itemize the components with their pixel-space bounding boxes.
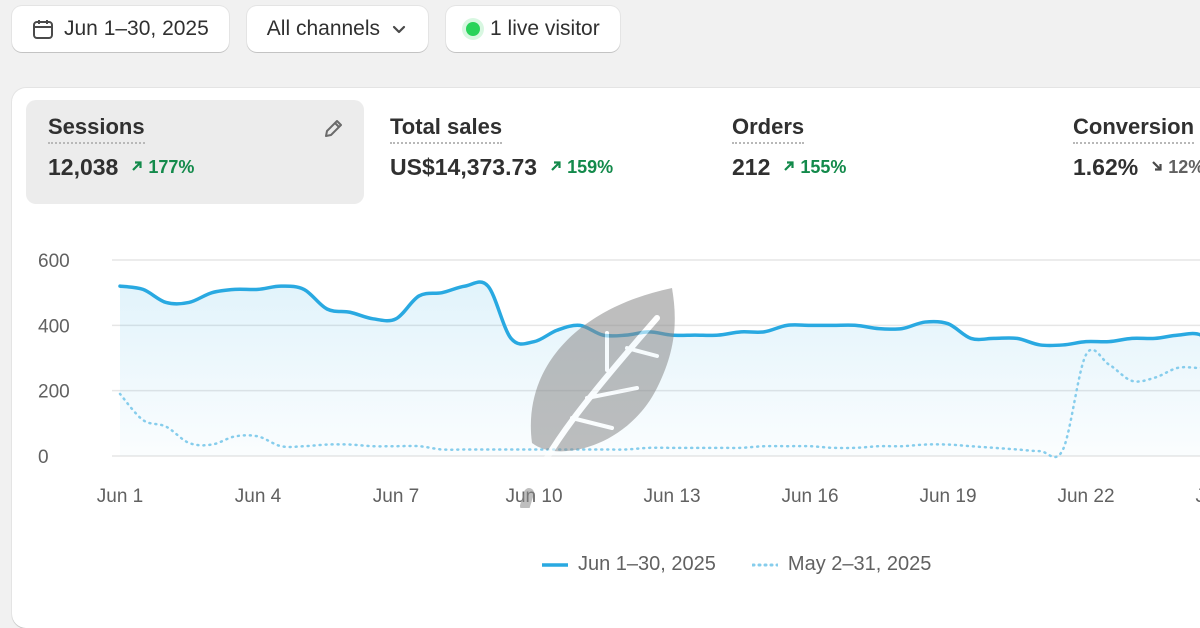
legend-item-previous[interactable]: May 2–31, 2025 xyxy=(752,553,931,576)
channels-dropdown[interactable]: All channels xyxy=(247,6,428,52)
calendar-icon xyxy=(32,18,54,40)
live-indicator-icon xyxy=(466,22,480,36)
metric-delta: 155% xyxy=(782,157,846,178)
live-visitors-button[interactable]: 1 live visitor xyxy=(446,6,620,52)
y-tick-label: 600 xyxy=(38,251,70,272)
metric-label: Total sales xyxy=(390,114,502,144)
metric-conversion[interactable]: Conversion 1.62% 12% xyxy=(1051,100,1200,204)
x-tick-label: Jun 25 xyxy=(1195,486,1200,507)
metric-delta: 177% xyxy=(130,157,194,178)
y-tick-label: 0 xyxy=(38,447,49,468)
y-tick-label: 200 xyxy=(38,382,70,403)
metric-label: Conversion xyxy=(1073,114,1194,144)
metric-value: US$14,373.73 xyxy=(390,154,537,181)
metric-value: 212 xyxy=(732,154,770,181)
date-range-label: Jun 1–30, 2025 xyxy=(64,17,209,41)
x-tick-label: Jun 7 xyxy=(373,486,419,507)
metric-sessions[interactable]: Sessions 12,038 177% xyxy=(26,100,364,204)
x-tick-label: Jun 1 xyxy=(97,486,143,507)
metric-label: Sessions xyxy=(48,114,145,144)
x-tick-label: Jun 4 xyxy=(235,486,282,507)
legend-item-current[interactable]: Jun 1–30, 2025 xyxy=(542,553,716,576)
metric-value: 1.62% xyxy=(1073,154,1138,181)
x-tick-label: Jun 16 xyxy=(781,486,838,507)
dotted-line-icon xyxy=(752,562,778,568)
metric-delta: 12% xyxy=(1150,157,1200,178)
pencil-icon[interactable] xyxy=(320,116,346,147)
date-range-button[interactable]: Jun 1–30, 2025 xyxy=(12,6,229,52)
legend-label: May 2–31, 2025 xyxy=(788,553,931,576)
metric-label: Orders xyxy=(732,114,804,144)
channels-label: All channels xyxy=(267,17,380,41)
chart-legend: Jun 1–30, 2025 May 2–31, 2025 xyxy=(542,553,931,576)
live-visitors-label: 1 live visitor xyxy=(490,17,600,41)
metric-total-sales[interactable]: Total sales US$14,373.73 159% xyxy=(368,100,698,204)
chevron-down-icon xyxy=(390,20,408,38)
arrow-up-right-icon xyxy=(130,157,144,178)
x-tick-label: Jun 19 xyxy=(919,486,976,507)
leaf-watermark-icon xyxy=(517,278,687,508)
x-tick-label: Jun 22 xyxy=(1057,486,1114,507)
metric-delta: 159% xyxy=(549,157,613,178)
metric-orders[interactable]: Orders 212 155% xyxy=(710,100,1040,204)
arrow-up-right-icon xyxy=(782,157,796,178)
y-tick-label: 400 xyxy=(38,316,70,337)
arrow-down-right-icon xyxy=(1150,157,1164,178)
arrow-up-right-icon xyxy=(549,157,563,178)
metric-value: 12,038 xyxy=(48,154,118,181)
legend-label: Jun 1–30, 2025 xyxy=(578,553,716,576)
toolbar: Jun 1–30, 2025 All channels 1 live visit… xyxy=(12,6,620,52)
solid-line-icon xyxy=(542,562,568,568)
